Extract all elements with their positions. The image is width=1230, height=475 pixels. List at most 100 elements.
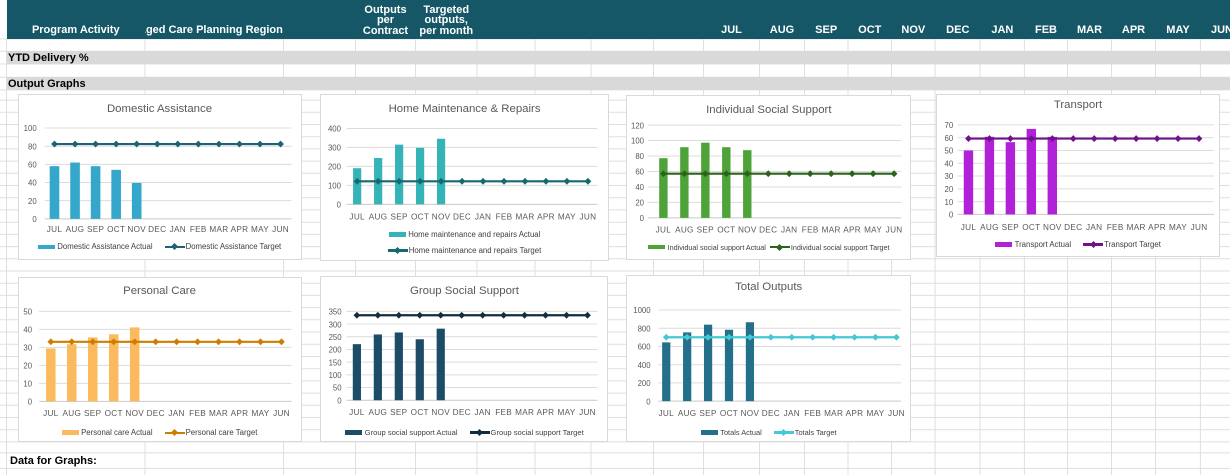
svg-text:NOV: NOV	[1043, 223, 1062, 232]
svg-text:APR: APR	[537, 213, 555, 222]
svg-text:MAY: MAY	[558, 409, 576, 418]
svg-text:DEC: DEC	[762, 409, 780, 418]
svg-text:60: 60	[28, 161, 37, 170]
svg-text:MAR: MAR	[209, 409, 228, 418]
svg-text:70: 70	[945, 121, 954, 130]
svg-text:40: 40	[636, 183, 645, 192]
svg-text:SEP: SEP	[1002, 223, 1020, 232]
svg-text:JUN: JUN	[579, 409, 596, 418]
svg-text:APR: APR	[230, 226, 248, 235]
svg-text:DEC: DEC	[146, 409, 164, 418]
svg-text:AUG: AUG	[62, 409, 81, 418]
svg-text:MAY: MAY	[864, 226, 882, 235]
svg-text:60: 60	[636, 168, 645, 177]
svg-text:OCT: OCT	[104, 409, 122, 418]
svg-text:SEP: SEP	[700, 409, 718, 418]
svg-text:100: 100	[328, 182, 342, 191]
svg-text:600: 600	[638, 342, 652, 351]
svg-text:NOV: NOV	[125, 409, 144, 418]
svg-text:NOV: NOV	[432, 213, 451, 222]
svg-text:MAY: MAY	[867, 409, 885, 418]
svg-text:JUL: JUL	[350, 409, 366, 418]
svg-text:OCT: OCT	[411, 213, 429, 222]
svg-text:JUL: JUL	[656, 226, 672, 235]
svg-text:100: 100	[23, 125, 37, 134]
svg-text:JUN: JUN	[886, 226, 903, 235]
svg-text:50: 50	[945, 147, 954, 156]
svg-text:JAN: JAN	[1086, 223, 1102, 232]
svg-text:JUL: JUL	[350, 213, 366, 222]
svg-text:MAY: MAY	[250, 226, 268, 235]
svg-text:400: 400	[328, 125, 342, 134]
svg-text:300: 300	[328, 144, 342, 153]
svg-text:50: 50	[333, 384, 342, 393]
svg-text:30: 30	[945, 173, 954, 182]
svg-text:MAY: MAY	[251, 409, 269, 418]
svg-text:MAY: MAY	[558, 213, 576, 222]
svg-text:JUL: JUL	[659, 409, 675, 418]
svg-text:MAR: MAR	[822, 226, 841, 235]
svg-text:JAN: JAN	[475, 409, 491, 418]
svg-text:0: 0	[949, 211, 954, 220]
svg-text:SEP: SEP	[84, 409, 102, 418]
svg-text:120: 120	[631, 121, 645, 130]
svg-text:JUN: JUN	[1191, 223, 1208, 232]
svg-text:APR: APR	[846, 409, 864, 418]
svg-text:150: 150	[329, 359, 343, 368]
svg-text:20: 20	[636, 199, 645, 208]
svg-text:400: 400	[638, 361, 652, 370]
svg-text:JAN: JAN	[475, 213, 491, 222]
svg-text:JUN: JUN	[272, 226, 289, 235]
svg-text:40: 40	[28, 179, 37, 188]
svg-text:SEP: SEP	[391, 213, 409, 222]
svg-text:0: 0	[337, 201, 342, 210]
svg-text:OCT: OCT	[411, 409, 429, 418]
svg-text:20: 20	[23, 361, 32, 370]
svg-text:30: 30	[23, 343, 32, 352]
svg-text:DEC: DEC	[148, 226, 166, 235]
svg-text:DEC: DEC	[453, 409, 471, 418]
svg-text:200: 200	[329, 346, 343, 355]
svg-text:JAN: JAN	[781, 226, 797, 235]
svg-text:20: 20	[28, 197, 37, 206]
svg-text:FEB: FEB	[802, 226, 819, 235]
svg-text:FEB: FEB	[1107, 223, 1124, 232]
svg-text:350: 350	[329, 308, 343, 317]
svg-text:OCT: OCT	[1022, 223, 1040, 232]
svg-text:40: 40	[945, 160, 954, 169]
svg-text:OCT: OCT	[107, 226, 125, 235]
svg-text:DEC: DEC	[453, 213, 471, 222]
svg-text:NOV: NOV	[432, 409, 451, 418]
svg-text:FEB: FEB	[189, 409, 206, 418]
svg-text:APR: APR	[1148, 223, 1166, 232]
svg-text:JAN: JAN	[169, 226, 185, 235]
svg-text:JAN: JAN	[168, 409, 184, 418]
svg-text:MAR: MAR	[1127, 223, 1146, 232]
svg-text:DEC: DEC	[759, 226, 777, 235]
svg-text:FEB: FEB	[496, 409, 513, 418]
svg-text:100: 100	[631, 137, 645, 146]
svg-text:JUL: JUL	[43, 409, 59, 418]
svg-text:AUG: AUG	[369, 409, 388, 418]
svg-text:SEP: SEP	[697, 226, 715, 235]
svg-text:AUG: AUG	[678, 409, 697, 418]
svg-text:60: 60	[945, 134, 954, 143]
svg-text:APR: APR	[230, 409, 248, 418]
svg-text:100: 100	[329, 371, 343, 380]
svg-text:40: 40	[23, 325, 32, 334]
svg-text:FEB: FEB	[805, 409, 822, 418]
svg-text:APR: APR	[844, 226, 862, 235]
svg-text:OCT: OCT	[718, 226, 736, 235]
svg-text:OCT: OCT	[720, 409, 738, 418]
svg-text:50: 50	[23, 307, 32, 316]
svg-text:20: 20	[945, 185, 954, 194]
svg-text:NOV: NOV	[738, 226, 757, 235]
svg-text:250: 250	[329, 333, 343, 342]
svg-text:AUG: AUG	[369, 213, 388, 222]
svg-text:AUG: AUG	[65, 226, 84, 235]
svg-text:FEB: FEB	[496, 213, 513, 222]
svg-text:FEB: FEB	[189, 226, 206, 235]
svg-text:0: 0	[338, 397, 343, 406]
svg-text:0: 0	[647, 397, 652, 406]
svg-text:MAY: MAY	[1169, 223, 1187, 232]
